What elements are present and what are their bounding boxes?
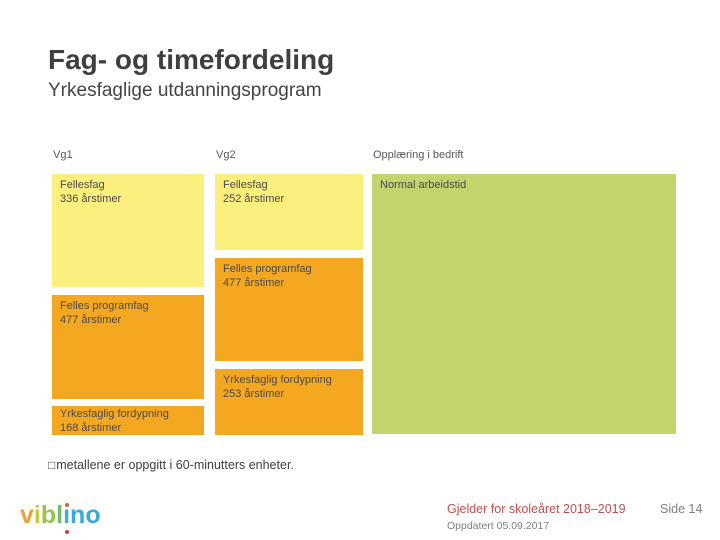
slide-subtitle: Yrkesfaglige utdanningsprogram: [48, 80, 322, 101]
block-vg2-felles-programfag: Felles programfag 477 årstimer: [215, 258, 363, 361]
logo-letter: o: [85, 501, 101, 529]
block-vg1-felles-programfag: Felles programfag 477 årstimer: [52, 295, 204, 399]
vilbli-logo: viblıno: [20, 501, 101, 534]
logo-dot-top: [65, 503, 69, 507]
column-header-vg2: Vg2: [216, 149, 236, 161]
page-number: Side 14: [660, 502, 703, 516]
block-label: Yrkesfaglig fordypning: [60, 408, 169, 420]
footer-updated-text: Oppdatert 05.09.2017: [447, 520, 550, 532]
slide-title: Fag- og timefordeling: [48, 44, 335, 75]
logo-letter: i: [33, 501, 41, 529]
block-label: Normal arbeidstid: [380, 179, 467, 191]
block-hours: 168 årstimer: [60, 421, 122, 434]
block-vg2-fellesfag: Fellesfag 252 årstimer: [215, 174, 363, 250]
logo-letter: v: [20, 501, 34, 529]
column-header-vg1: Vg1: [53, 149, 73, 161]
logo-dot-bottom: [65, 530, 69, 534]
block-hours: 477 årstimer: [223, 276, 285, 289]
logo-letter: ı: [63, 501, 71, 529]
logo-letter: l: [56, 501, 64, 529]
block-hours: 336 årstimer: [60, 192, 122, 205]
block-vg1-fellesfag: Fellesfag 336 årstimer: [52, 174, 204, 287]
block-vg1-yrkesfaglig-fordypning: Yrkesfaglig fordypning 168 årstimer: [52, 406, 204, 435]
block-label: Felles programfag: [223, 263, 312, 275]
footnote: □metallene er oppgitt i 60-minutters enh…: [48, 458, 294, 472]
footer-validity-text: Gjelder for skoleåret 2018–2019: [447, 502, 626, 516]
column-header-opplaering-i-bedrift: Opplæring i bedrift: [373, 149, 464, 161]
block-hours: 477 årstimer: [60, 313, 122, 326]
block-label: Fellesfag: [223, 179, 268, 191]
block-bedrift-normal-arbeidstid: Normal arbeidstid: [372, 174, 676, 434]
missing-glyph-box: □: [48, 458, 56, 472]
block-label: Felles programfag: [60, 300, 149, 312]
block-hours: 252 årstimer: [223, 192, 285, 205]
block-hours: 253 årstimer: [223, 387, 285, 400]
block-label: Yrkesfaglig fordypning: [223, 374, 332, 386]
block-vg2-yrkesfaglig-fordypning: Yrkesfaglig fordypning 253 årstimer: [215, 369, 363, 435]
logo-letter: n: [70, 501, 86, 529]
footnote-text: metallene er oppgitt i 60-minutters enhe…: [56, 458, 294, 472]
logo-letter: b: [40, 501, 57, 529]
block-label: Fellesfag: [60, 179, 105, 191]
